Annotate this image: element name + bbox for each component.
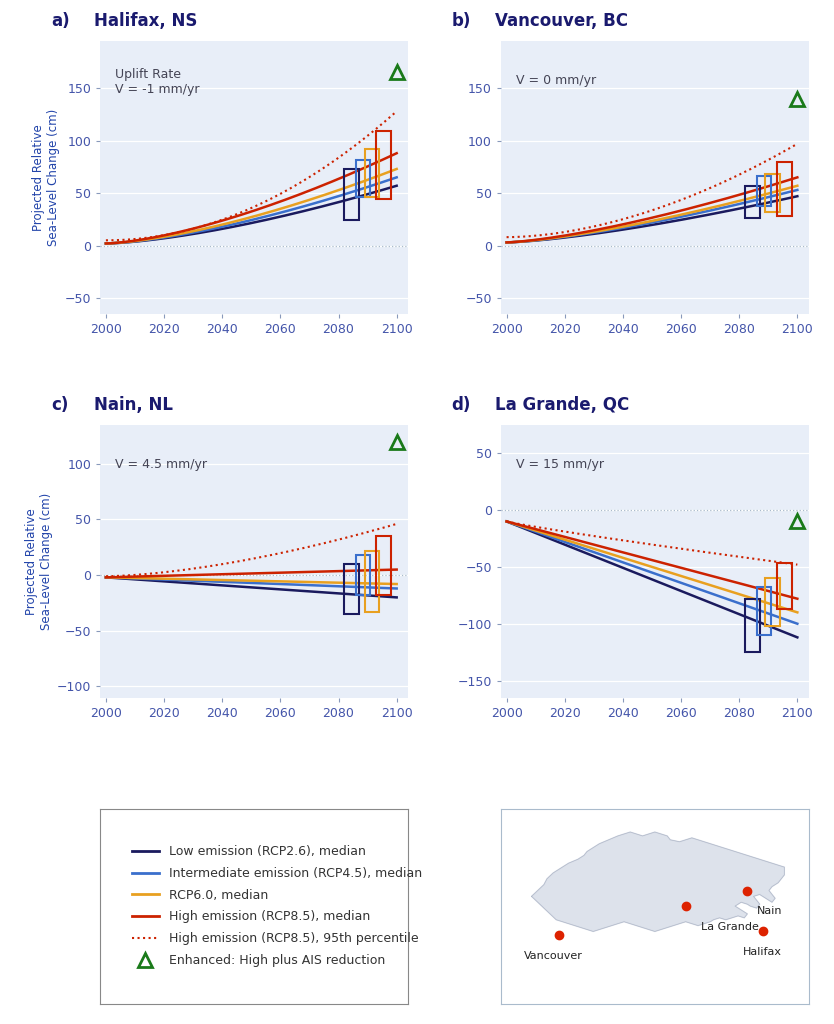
Bar xyxy=(376,131,391,200)
Bar xyxy=(344,564,359,614)
Bar xyxy=(344,169,359,220)
Text: Vancouver, BC: Vancouver, BC xyxy=(495,12,628,30)
Bar xyxy=(364,150,379,198)
Bar xyxy=(745,185,760,218)
Polygon shape xyxy=(531,833,784,932)
Bar xyxy=(777,162,791,216)
Bar xyxy=(356,160,370,198)
Text: d): d) xyxy=(451,396,471,414)
Text: V = 0 mm/yr: V = 0 mm/yr xyxy=(516,74,596,87)
Bar xyxy=(745,599,760,652)
Y-axis label: Projected Relative
Sea-Level Change (cm): Projected Relative Sea-Level Change (cm) xyxy=(24,493,53,630)
Text: Vancouver: Vancouver xyxy=(524,951,583,961)
Y-axis label: Projected Relative
Sea-Level Change (cm): Projected Relative Sea-Level Change (cm) xyxy=(33,109,60,246)
Text: b): b) xyxy=(451,12,471,30)
Legend: Low emission (RCP2.6), median, Intermediate emission (RCP4.5), median, RCP6.0, m: Low emission (RCP2.6), median, Intermedi… xyxy=(122,836,432,977)
Bar xyxy=(756,588,771,635)
Bar xyxy=(766,174,780,212)
Text: Halifax: Halifax xyxy=(743,947,782,957)
Text: Halifax, NS: Halifax, NS xyxy=(94,12,198,30)
Bar xyxy=(376,537,391,595)
Text: Nain: Nain xyxy=(756,906,782,916)
Bar xyxy=(356,555,370,595)
Bar xyxy=(777,563,791,609)
Text: La Grande: La Grande xyxy=(701,922,759,932)
Text: Nain, NL: Nain, NL xyxy=(94,396,173,414)
Text: V = 4.5 mm/yr: V = 4.5 mm/yr xyxy=(115,458,208,471)
Bar xyxy=(766,579,780,626)
Text: V = 15 mm/yr: V = 15 mm/yr xyxy=(516,458,604,471)
Text: c): c) xyxy=(51,396,68,414)
Text: a): a) xyxy=(51,12,69,30)
Bar xyxy=(756,176,771,206)
Bar xyxy=(364,551,379,612)
Text: Uplift Rate
V = -1 mm/yr: Uplift Rate V = -1 mm/yr xyxy=(115,69,200,96)
Text: La Grande, QC: La Grande, QC xyxy=(495,396,629,414)
